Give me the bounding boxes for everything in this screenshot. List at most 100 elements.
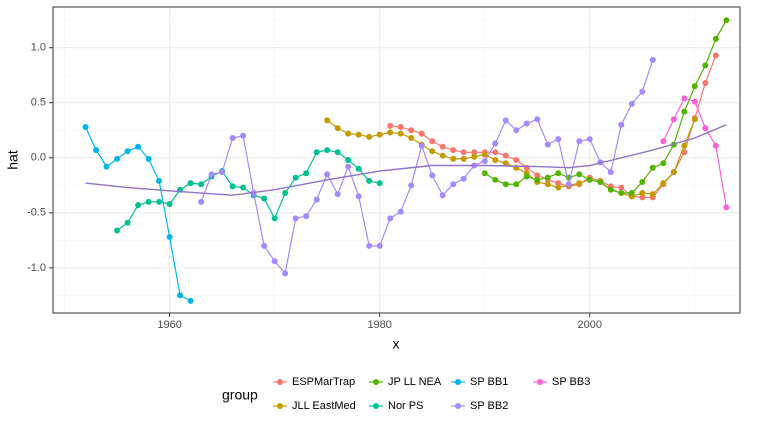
data-point	[576, 171, 583, 178]
data-point	[334, 125, 341, 132]
data-point	[313, 196, 320, 203]
legend-label: SP BB3	[552, 376, 590, 388]
data-point	[691, 83, 698, 90]
data-point	[523, 173, 530, 180]
data-point	[597, 179, 604, 186]
legend-key-point	[277, 379, 283, 385]
data-point	[450, 155, 457, 162]
data-point	[366, 177, 373, 184]
y-tick-label: 0.5	[31, 97, 46, 109]
data-point	[429, 138, 436, 145]
data-point	[145, 155, 152, 162]
data-point	[702, 62, 709, 69]
data-point	[712, 52, 719, 59]
legend-label: Nor PS	[388, 400, 423, 412]
data-point	[492, 176, 499, 183]
panel	[53, 7, 740, 313]
data-point	[628, 100, 635, 107]
data-point	[502, 117, 509, 124]
data-point	[324, 117, 331, 124]
y-tick-label: -0.5	[27, 207, 46, 219]
data-point	[481, 151, 488, 158]
data-point	[523, 164, 530, 171]
data-point	[639, 190, 646, 197]
data-point	[166, 201, 173, 208]
legend: ESPMarTrap JLL EastMed JP LL NEA Nor PS SP B…	[273, 376, 590, 412]
data-point	[712, 142, 719, 149]
data-point	[586, 136, 593, 143]
data-point	[555, 180, 562, 187]
data-point	[418, 130, 425, 137]
data-point	[345, 130, 352, 137]
legend-title: group	[222, 387, 258, 403]
data-point	[240, 132, 247, 139]
data-point	[324, 171, 331, 178]
data-point	[691, 116, 698, 123]
legend-label: JP LL NEA	[388, 376, 442, 388]
data-point	[376, 242, 383, 249]
data-point	[418, 142, 425, 149]
data-point	[219, 169, 226, 176]
grid	[53, 7, 740, 313]
data-point	[156, 177, 163, 184]
data-point	[681, 142, 688, 149]
data-point	[555, 136, 562, 143]
data-point	[261, 242, 268, 249]
data-point	[282, 270, 289, 277]
data-point	[376, 131, 383, 138]
data-point	[471, 153, 478, 160]
data-point	[691, 98, 698, 105]
data-point	[628, 190, 635, 197]
smooth-line	[85, 124, 727, 196]
data-point	[229, 134, 236, 141]
data-point	[408, 134, 415, 141]
data-point	[124, 148, 131, 155]
data-point	[345, 157, 352, 163]
data-point	[345, 163, 352, 170]
data-point	[355, 131, 362, 138]
data-point	[670, 116, 677, 123]
legend-key-point	[537, 379, 543, 385]
data-point	[271, 258, 278, 265]
legend-key-point	[373, 379, 379, 385]
data-point	[555, 170, 562, 177]
data-point	[586, 176, 593, 183]
data-point	[198, 198, 205, 205]
data-point	[187, 297, 194, 304]
y-tick-label: 1.0	[31, 42, 46, 54]
data-point	[387, 215, 394, 222]
data-point	[355, 165, 362, 172]
data-point	[576, 138, 583, 145]
x-axis-label: x	[393, 336, 400, 352]
data-point	[460, 149, 467, 156]
data-point	[460, 175, 467, 182]
data-point	[723, 204, 730, 211]
data-point	[366, 242, 373, 249]
data-point	[208, 171, 215, 178]
data-point	[397, 208, 404, 215]
data-point	[534, 116, 541, 123]
data-point	[261, 195, 268, 202]
data-point	[93, 147, 100, 154]
data-point	[292, 215, 299, 222]
data-point	[187, 180, 194, 187]
data-point	[513, 181, 520, 188]
data-point	[114, 227, 121, 234]
data-point	[544, 141, 551, 148]
data-point	[502, 152, 509, 159]
data-point	[660, 160, 667, 167]
data-point	[82, 123, 89, 130]
data-point	[460, 155, 467, 162]
data-point	[313, 149, 320, 156]
data-point	[429, 172, 436, 179]
data-point	[492, 157, 499, 163]
x-tick-label: 1960	[157, 319, 181, 331]
data-point	[660, 138, 667, 145]
data-point	[429, 148, 436, 155]
data-point	[544, 181, 551, 188]
data-point	[502, 160, 509, 167]
data-point	[712, 35, 719, 42]
data-point	[166, 234, 173, 241]
data-point	[649, 164, 656, 171]
